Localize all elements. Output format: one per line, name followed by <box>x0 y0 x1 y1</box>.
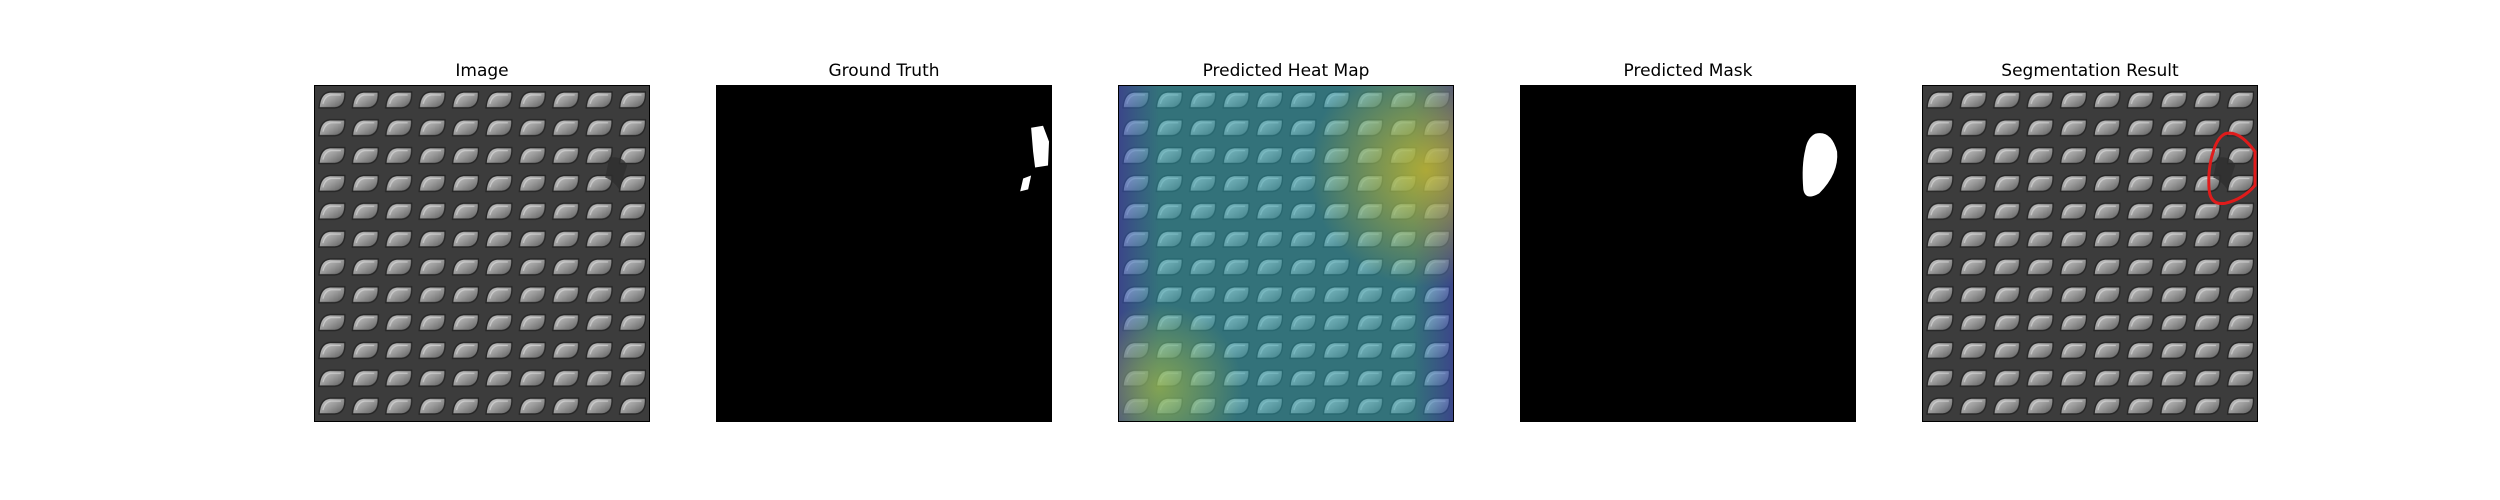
panel-predicted-mask: Predicted Mask <box>1520 61 1856 422</box>
panel-title: Image <box>455 61 509 81</box>
defect-mark <box>2213 157 2236 190</box>
mask-blob-small <box>1020 175 1032 192</box>
panel-segmentation-result: Segmentation Result <box>1922 61 2258 422</box>
panel-title: Predicted Mask <box>1623 61 1753 81</box>
panel-title: Segmentation Result <box>2001 61 2179 81</box>
texture-image <box>314 85 650 422</box>
panel-title: Predicted Heat Map <box>1202 61 1370 81</box>
defect-mark <box>605 157 628 190</box>
mask-blob <box>1031 125 1050 168</box>
mask-blob <box>1802 133 1838 197</box>
panel-image: Image <box>314 61 650 422</box>
panel-ground-truth: Ground Truth <box>716 61 1052 422</box>
segmentation-image <box>1922 85 2258 422</box>
predicted-mask <box>1520 85 1856 422</box>
ground-truth-mask <box>716 85 1052 422</box>
panel-heat-map: Predicted Heat Map <box>1118 61 1454 422</box>
heat-map-image <box>1118 85 1454 422</box>
panel-title: Ground Truth <box>828 61 940 81</box>
segmentation-contour <box>2207 131 2257 206</box>
